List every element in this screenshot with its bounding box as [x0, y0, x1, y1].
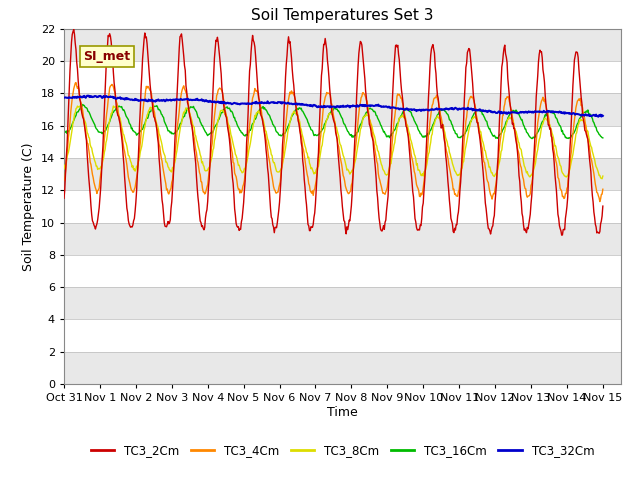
- Bar: [64, 126, 621, 158]
- Y-axis label: Soil Temperature (C): Soil Temperature (C): [22, 142, 35, 271]
- Bar: [64, 94, 621, 126]
- Bar: [64, 223, 621, 255]
- Bar: [64, 319, 621, 352]
- Bar: [64, 158, 621, 190]
- Legend: TC3_2Cm, TC3_4Cm, TC3_8Cm, TC3_16Cm, TC3_32Cm: TC3_2Cm, TC3_4Cm, TC3_8Cm, TC3_16Cm, TC3…: [86, 440, 599, 462]
- Bar: [64, 352, 621, 384]
- Bar: [64, 61, 621, 94]
- Bar: [64, 255, 621, 287]
- Bar: [64, 190, 621, 223]
- Bar: [64, 287, 621, 319]
- Bar: [64, 29, 621, 61]
- Text: SI_met: SI_met: [83, 50, 131, 63]
- X-axis label: Time: Time: [327, 406, 358, 419]
- Title: Soil Temperatures Set 3: Soil Temperatures Set 3: [251, 9, 434, 24]
